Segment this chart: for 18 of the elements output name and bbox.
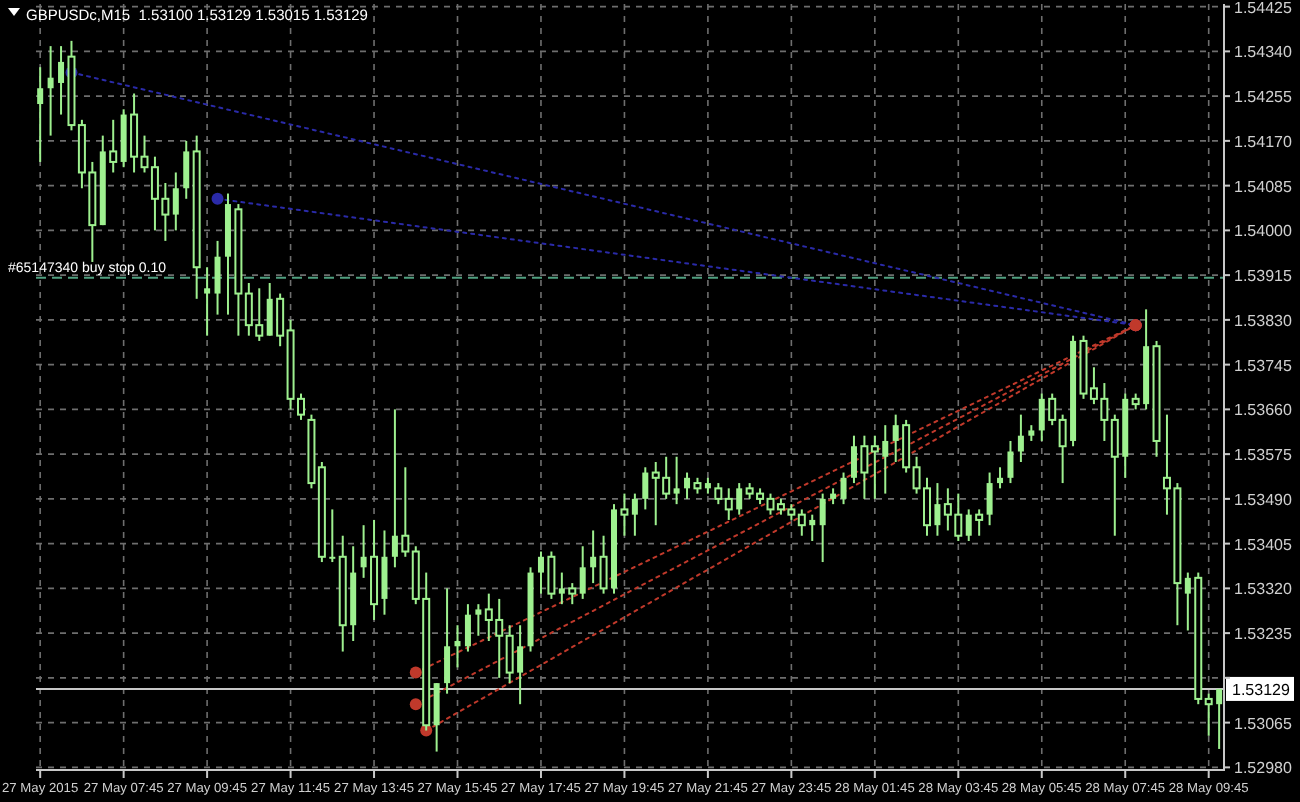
y-tick-label: 1.53320: [1234, 580, 1293, 599]
ref-line-label: 1.53129: [1232, 680, 1291, 699]
y-tick-label: 1.53915: [1234, 267, 1293, 286]
y-tick-label: 1.53065: [1234, 714, 1293, 733]
y-tick-label: 1.52980: [1234, 759, 1293, 778]
y-tick-label: 1.53235: [1234, 625, 1293, 644]
y-tick-label: 1.53405: [1234, 535, 1293, 554]
y-tick-label: 1.54085: [1234, 177, 1293, 196]
y-tick-label: 1.53660: [1234, 401, 1293, 420]
y-tick-label: 1.54255: [1234, 88, 1293, 107]
y-tick-label: 1.54000: [1234, 222, 1293, 241]
y-tick-label: 1.54340: [1234, 43, 1293, 62]
y-tick-label: 1.54170: [1234, 132, 1293, 151]
y-tick-label: 1.53575: [1234, 446, 1293, 465]
y-tick-label: 1.53745: [1234, 356, 1293, 375]
y-tick-label: 1.53490: [1234, 490, 1293, 509]
y-tick-label: 1.53830: [1234, 311, 1293, 330]
y-tick-label: 1.54425: [1234, 0, 1293, 17]
